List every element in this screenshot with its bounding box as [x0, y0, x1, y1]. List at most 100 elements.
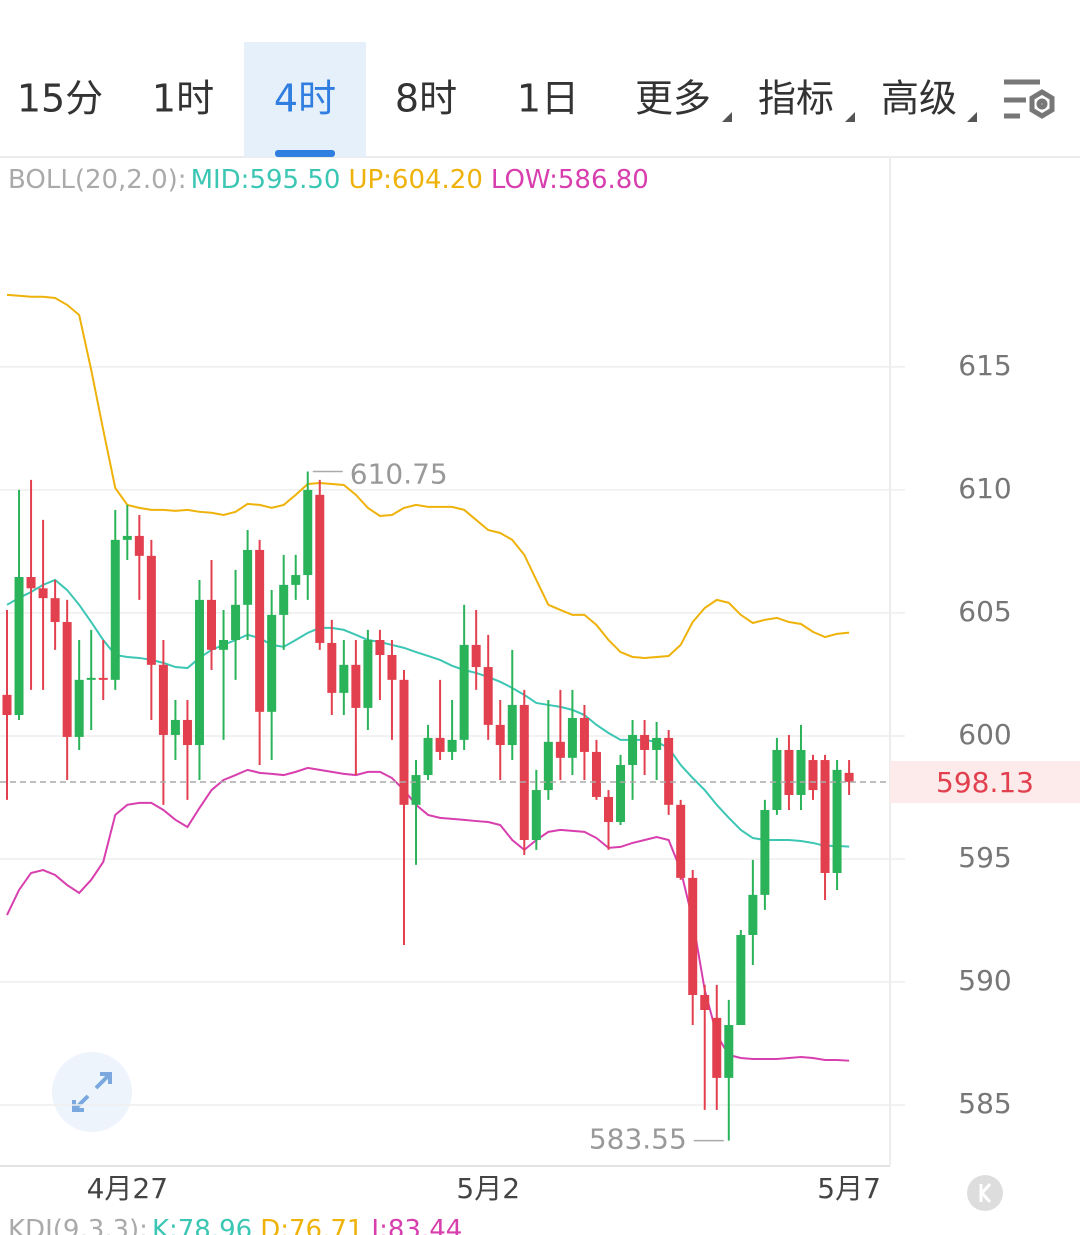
- tab[interactable]: 1时: [152, 77, 214, 121]
- kdj-label: KDJ(9,3,3):: [8, 1215, 148, 1235]
- candle-body: [50, 598, 60, 623]
- candle-body: [291, 575, 301, 585]
- candle-body: [267, 614, 277, 712]
- last-price-bg: [890, 760, 1080, 803]
- candle-body: [471, 644, 481, 668]
- candle-body: [748, 894, 758, 935]
- candle-body: [387, 654, 397, 680]
- y-tick-label: 600: [958, 718, 1011, 751]
- selected-tab-bg: [244, 42, 366, 157]
- candle-body: [14, 577, 24, 716]
- collapse-button[interactable]: [967, 1175, 1003, 1211]
- candle-body: [555, 741, 565, 758]
- y-tick-label: 585: [958, 1087, 1011, 1120]
- candle-body: [459, 644, 469, 740]
- tab[interactable]: 15分: [17, 77, 103, 121]
- candle-body: [219, 639, 229, 650]
- kdj-name: J:: [369, 1215, 387, 1235]
- candle-body: [772, 749, 782, 810]
- candle-body: [796, 749, 806, 795]
- candle-body: [315, 494, 325, 643]
- candle-body: [616, 764, 626, 823]
- tab[interactable]: 更多: [635, 77, 711, 121]
- candle-body: [423, 737, 433, 776]
- candle-body: [820, 760, 830, 873]
- y-tick-label: 605: [958, 595, 1011, 628]
- x-tick-label: 4月27: [87, 1172, 168, 1205]
- candle-body: [652, 737, 662, 750]
- candle-body: [724, 1025, 734, 1078]
- candle-body: [784, 749, 794, 795]
- candle-body: [483, 667, 493, 725]
- legend-name: UP:: [348, 165, 391, 195]
- kdj-legend: KDJ(9,3,3): K:78.96 D:76.71 J:83.44: [8, 1215, 462, 1235]
- candle-body: [363, 639, 373, 708]
- legend-value: 595.50: [249, 165, 340, 195]
- candle-body: [531, 790, 541, 841]
- candle-body: [303, 489, 313, 576]
- candle-body: [447, 739, 457, 752]
- tab[interactable]: 8时: [395, 77, 457, 121]
- candle-body: [134, 535, 144, 556]
- candle-body: [495, 724, 505, 746]
- candle-body: [604, 796, 613, 823]
- candle-body: [86, 677, 96, 680]
- kdj-name: D:: [260, 1215, 289, 1235]
- kdj-value: 78.96: [178, 1215, 252, 1235]
- candle-body: [279, 584, 289, 615]
- candle-body: [664, 737, 674, 805]
- settings-icon[interactable]: [1004, 79, 1055, 119]
- candle-body: [38, 588, 48, 599]
- candle-body: [62, 622, 72, 737]
- candle-body: [844, 772, 854, 782]
- candle-body: [110, 539, 120, 680]
- candle-body: [231, 604, 241, 640]
- last-price-label: 598.13: [936, 766, 1034, 799]
- candle-body: [74, 679, 84, 737]
- candle-body: [146, 555, 156, 665]
- candle-body: [327, 642, 337, 693]
- candle-body: [207, 599, 217, 650]
- candle-body: [243, 549, 253, 605]
- candle-body: [507, 704, 517, 746]
- expand-button[interactable]: [52, 1052, 132, 1132]
- legend-name: LOW:: [491, 165, 558, 195]
- candle-body: [688, 877, 698, 995]
- indicator-legend: BOLL(20,2.0): MID:595.50 UP:604.20 LOW:586.…: [8, 165, 649, 195]
- tab[interactable]: 高级: [881, 77, 957, 121]
- min-label: 583.55: [589, 1123, 687, 1156]
- legend-value: 604.20: [392, 165, 483, 195]
- x-tick-label: 5月2: [456, 1172, 520, 1205]
- max-label: 610.75: [350, 457, 448, 490]
- tab[interactable]: 4时: [274, 77, 336, 121]
- kdj-name: K:: [152, 1215, 178, 1235]
- tab[interactable]: 指标: [758, 77, 834, 121]
- candle-body: [808, 760, 818, 791]
- candle-body: [591, 751, 601, 797]
- tab[interactable]: 1日: [517, 77, 579, 121]
- candle-body: [435, 737, 445, 752]
- candle-body: [712, 1017, 722, 1078]
- dropdown-arrows: [722, 112, 977, 122]
- candle-body: [98, 677, 108, 680]
- candle-body: [700, 994, 710, 1011]
- candle-body: [339, 664, 349, 693]
- candle-body: [676, 804, 686, 878]
- kdj-value: 83.44: [388, 1215, 462, 1235]
- candle-body: [351, 664, 361, 708]
- indicator-label: BOLL(20,2.0):: [8, 165, 187, 195]
- candle-body: [158, 664, 168, 735]
- kdj-value: 76.71: [289, 1215, 363, 1235]
- candle-body: [122, 535, 132, 540]
- selected-tab-indicator: [275, 150, 335, 157]
- candle-body: [543, 741, 553, 791]
- boll-line: [6, 293, 850, 659]
- y-tick-label: 590: [958, 964, 1011, 997]
- candle-body: [567, 717, 577, 758]
- candle-body: [760, 809, 770, 895]
- candle-body: [736, 934, 746, 1026]
- candle-body: [579, 717, 589, 752]
- candle-body: [26, 577, 36, 589]
